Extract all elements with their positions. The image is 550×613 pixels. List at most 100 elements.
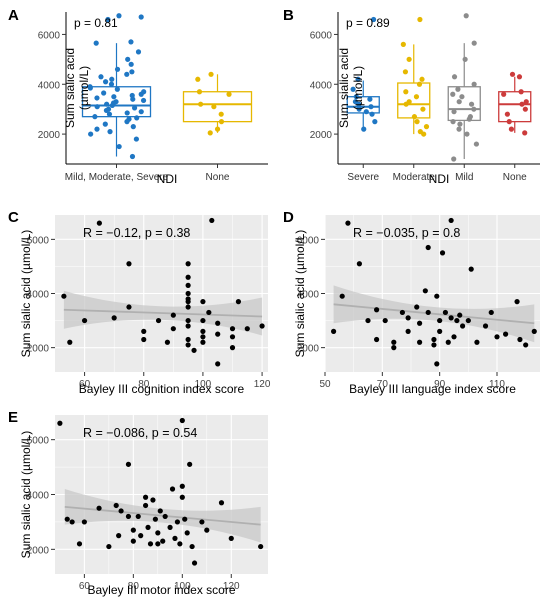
data-point xyxy=(417,320,423,326)
data-point xyxy=(374,307,380,313)
data-point xyxy=(196,89,203,95)
y-axis-title: Sum sialic acid (µmol/L) xyxy=(19,230,33,358)
data-point xyxy=(124,119,130,125)
data-point xyxy=(105,16,111,23)
data-point xyxy=(199,519,205,525)
y-axis-title-line1: Sum sialic acid xyxy=(337,48,351,128)
x-tick-label: 110 xyxy=(489,379,505,390)
data-point xyxy=(128,61,134,67)
data-point xyxy=(169,486,176,492)
y-tick-label: 4000 xyxy=(27,491,50,502)
panel-c: C 60 80 100 120 2000 4000 6000 R = −0.12, p = 0.… xyxy=(8,209,271,396)
x-axis-title: Bayley III language index score xyxy=(349,382,516,396)
correlation-annotation: R = −0.035, p = 0.8 xyxy=(353,226,460,240)
data-point xyxy=(339,293,345,299)
data-point xyxy=(391,345,397,351)
panel-a: A 2000 4000 6000 Mild, Moderate, Severe None p… xyxy=(8,7,268,186)
data-point xyxy=(244,326,250,332)
data-point xyxy=(81,519,87,525)
data-point xyxy=(96,505,102,511)
data-point xyxy=(64,516,70,522)
data-point xyxy=(185,317,191,324)
data-point xyxy=(400,41,406,47)
correlation-annotation: R = −0.12, p = 0.38 xyxy=(83,226,190,240)
data-point xyxy=(471,40,477,46)
data-point xyxy=(104,101,110,107)
y-tick-label: 2000 xyxy=(297,344,320,355)
y-tick-label: 4000 xyxy=(310,80,333,91)
data-point xyxy=(374,336,380,343)
data-point xyxy=(157,508,163,514)
data-point xyxy=(331,328,337,334)
data-point xyxy=(456,126,462,132)
data-point xyxy=(417,339,423,345)
x-tick-label: 80 xyxy=(128,581,140,592)
data-point xyxy=(111,315,117,321)
data-point xyxy=(437,317,443,324)
data-point xyxy=(353,94,359,100)
data-point xyxy=(215,361,221,367)
data-point xyxy=(107,129,113,135)
data-point xyxy=(130,527,136,533)
data-point xyxy=(473,141,480,147)
data-point xyxy=(482,323,489,329)
x-tick-label: 70 xyxy=(377,379,389,390)
data-point xyxy=(419,76,425,82)
data-point xyxy=(200,339,206,345)
correlation-annotation: R = −0.086, p = 0.54 xyxy=(83,426,197,440)
data-point xyxy=(522,106,528,112)
data-point xyxy=(200,334,206,340)
data-point xyxy=(135,513,141,520)
data-point xyxy=(523,99,529,105)
data-point xyxy=(81,317,88,324)
data-point xyxy=(102,121,108,127)
data-point xyxy=(126,304,132,310)
data-point xyxy=(130,124,136,130)
data-point xyxy=(160,538,166,544)
data-point xyxy=(179,494,185,500)
data-point xyxy=(402,69,409,75)
data-point xyxy=(88,131,94,137)
panel-label: D xyxy=(283,209,294,226)
data-point xyxy=(155,317,162,324)
data-point xyxy=(113,502,119,509)
data-point xyxy=(422,288,428,294)
data-point xyxy=(509,71,516,77)
data-point xyxy=(164,339,171,345)
data-point xyxy=(106,543,112,550)
data-point xyxy=(133,136,139,142)
data-point xyxy=(403,101,409,107)
data-point xyxy=(405,328,411,334)
regression-line xyxy=(63,308,263,318)
data-point xyxy=(355,76,361,82)
y-tick-label: 4000 xyxy=(38,80,61,91)
data-point xyxy=(185,336,191,343)
data-point xyxy=(215,320,221,326)
data-point xyxy=(185,342,191,348)
x-axis-title: NDI xyxy=(429,172,450,186)
x-tick-label: Mild xyxy=(455,172,473,183)
data-point xyxy=(208,71,214,77)
data-point xyxy=(200,328,206,334)
data-point xyxy=(228,535,234,541)
data-point xyxy=(382,317,388,324)
data-point xyxy=(211,104,217,110)
data-point xyxy=(434,361,440,367)
data-point xyxy=(457,312,463,318)
data-point xyxy=(138,533,144,539)
data-point xyxy=(185,282,191,288)
data-point xyxy=(182,516,188,522)
y-axis-title-line1: Sum sialic acid xyxy=(63,48,77,128)
data-point xyxy=(93,40,99,46)
data-point xyxy=(451,156,457,162)
data-point xyxy=(94,95,100,101)
data-point xyxy=(138,109,144,115)
data-point xyxy=(451,334,457,340)
data-point xyxy=(451,109,457,115)
data-point xyxy=(471,81,477,87)
y-axis-title: Sum sialic acid (µmol/L) xyxy=(19,431,33,559)
data-point xyxy=(356,261,362,267)
data-point xyxy=(494,334,500,340)
data-point xyxy=(129,69,135,75)
data-point xyxy=(369,111,375,117)
